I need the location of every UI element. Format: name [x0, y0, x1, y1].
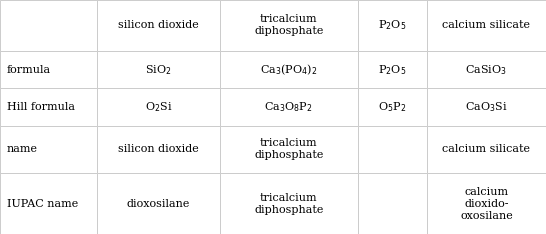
Polygon shape [358, 173, 427, 234]
Polygon shape [219, 0, 358, 51]
Polygon shape [427, 51, 546, 88]
Text: IUPAC name: IUPAC name [7, 198, 78, 208]
Polygon shape [219, 173, 358, 234]
Polygon shape [0, 51, 97, 88]
Polygon shape [97, 126, 219, 173]
Text: Ca$_3$O$_8$P$_2$: Ca$_3$O$_8$P$_2$ [264, 100, 313, 114]
Text: Ca$_3$(PO$_4$)$_2$: Ca$_3$(PO$_4$)$_2$ [260, 62, 317, 77]
Text: silicon dioxide: silicon dioxide [118, 144, 199, 154]
Text: P$_2$O$_5$: P$_2$O$_5$ [378, 18, 406, 32]
Text: tricalcium
diphosphate: tricalcium diphosphate [254, 138, 323, 160]
Text: calcium silicate: calcium silicate [442, 144, 530, 154]
Text: silicon dioxide: silicon dioxide [118, 20, 199, 30]
Text: CaO$_3$Si: CaO$_3$Si [465, 100, 508, 114]
Text: SiO$_2$: SiO$_2$ [145, 63, 172, 77]
Polygon shape [427, 0, 546, 51]
Polygon shape [427, 173, 546, 234]
Text: calcium silicate: calcium silicate [442, 20, 530, 30]
Polygon shape [358, 51, 427, 88]
Polygon shape [0, 0, 97, 51]
Polygon shape [219, 51, 358, 88]
Text: O$_2$Si: O$_2$Si [145, 100, 172, 114]
Text: tricalcium
diphosphate: tricalcium diphosphate [254, 193, 323, 215]
Polygon shape [427, 88, 546, 126]
Text: dioxosilane: dioxosilane [127, 198, 190, 208]
Polygon shape [0, 126, 97, 173]
Text: name: name [7, 144, 38, 154]
Polygon shape [97, 51, 219, 88]
Polygon shape [219, 126, 358, 173]
Text: tricalcium
diphosphate: tricalcium diphosphate [254, 15, 323, 37]
Polygon shape [0, 173, 97, 234]
Text: CaSiO$_3$: CaSiO$_3$ [466, 63, 507, 77]
Polygon shape [97, 88, 219, 126]
Polygon shape [97, 0, 219, 51]
Text: formula: formula [7, 65, 51, 75]
Polygon shape [219, 88, 358, 126]
Text: Hill formula: Hill formula [7, 102, 75, 112]
Text: P$_2$O$_5$: P$_2$O$_5$ [378, 63, 406, 77]
Polygon shape [358, 88, 427, 126]
Polygon shape [0, 88, 97, 126]
Polygon shape [427, 126, 546, 173]
Polygon shape [358, 0, 427, 51]
Text: O$_5$P$_2$: O$_5$P$_2$ [378, 100, 406, 114]
Text: calcium
dioxido-
oxosilane: calcium dioxido- oxosilane [460, 186, 513, 220]
Polygon shape [97, 173, 219, 234]
Polygon shape [358, 126, 427, 173]
